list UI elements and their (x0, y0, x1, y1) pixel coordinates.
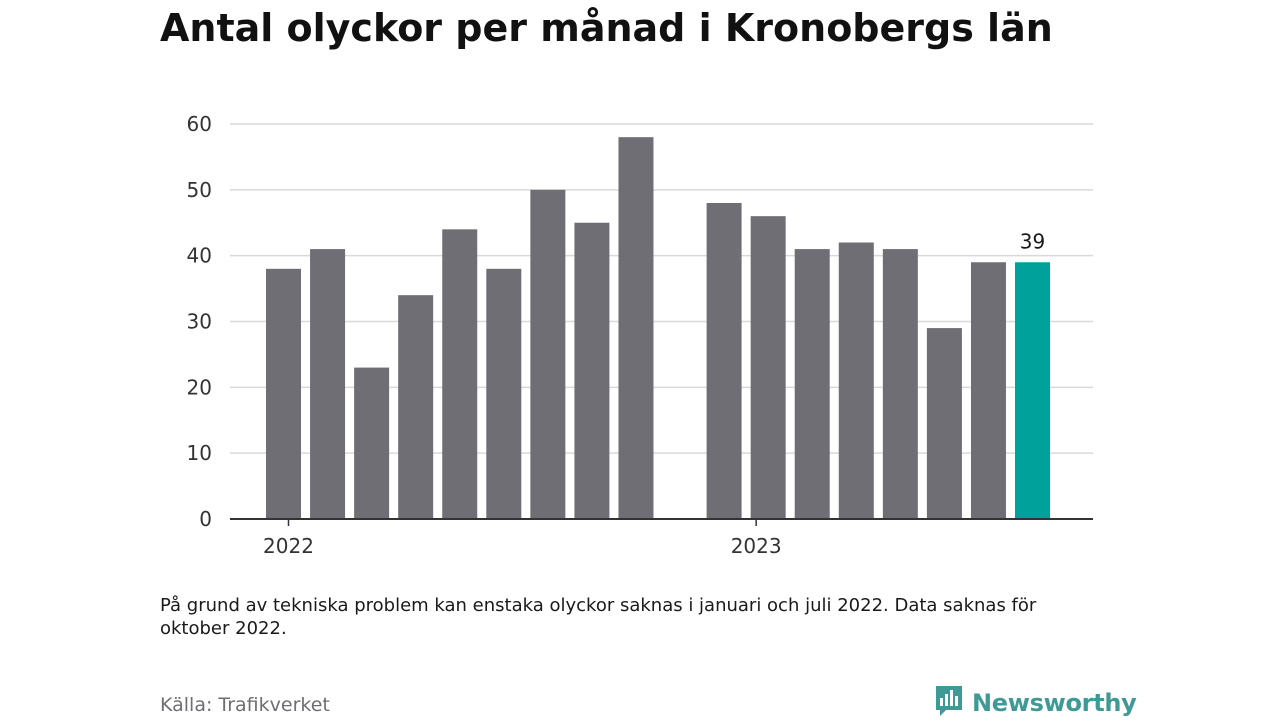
bar-chart: 0 10 20 30 40 50 60 2022 2023 39 (187, 112, 1093, 558)
source-text: Källa: Trafikverket (160, 694, 330, 716)
brand-logo[interactable]: Newsworthy (934, 684, 1137, 722)
bar-2022-07 (530, 189, 566, 520)
bar-2023-03 (882, 249, 918, 520)
bar-2022-03 (354, 367, 390, 519)
y-tick-label: 40 (187, 244, 212, 268)
bars (266, 137, 1051, 520)
bar-2022-02 (310, 249, 346, 520)
x-tick-label: 2023 (731, 534, 782, 558)
bar-2023-06 (1015, 262, 1051, 519)
y-axis-ticks: 0 10 20 30 40 50 60 (187, 112, 212, 531)
brand-name: Newsworthy (972, 689, 1137, 717)
bar-2022-08 (574, 222, 610, 519)
y-tick-label: 0 (199, 507, 212, 531)
bar-2022-05 (442, 229, 478, 520)
data-label: 39 (1020, 229, 1045, 253)
bar-2023-05 (970, 262, 1006, 519)
x-tick-label: 2022 (263, 534, 314, 558)
y-tick-label: 60 (187, 112, 212, 136)
bar-2022-11 (706, 203, 742, 519)
x-axis: 2022 2023 (230, 518, 1093, 558)
bar-2023-01 (794, 249, 830, 520)
bar-2022-12 (750, 216, 786, 519)
bar-2023-04 (926, 328, 962, 519)
bar-2022-04 (398, 295, 434, 519)
chart-title: Antal olyckor per månad i Kronobergs län (160, 6, 1053, 50)
data-labels: 39 (1020, 229, 1045, 253)
y-tick-label: 20 (187, 375, 212, 399)
bar-2022-09 (618, 137, 654, 519)
newsworthy-logo-icon (934, 684, 964, 722)
y-tick-label: 10 (187, 441, 212, 465)
footnote: På grund av tekniska problem kan enstaka… (160, 595, 1037, 639)
y-tick-label: 30 (187, 310, 212, 334)
bar-2022-01 (266, 268, 301, 519)
bar-2023-02 (838, 242, 874, 519)
y-tick-label: 50 (187, 178, 212, 202)
bar-2022-06 (486, 268, 522, 519)
